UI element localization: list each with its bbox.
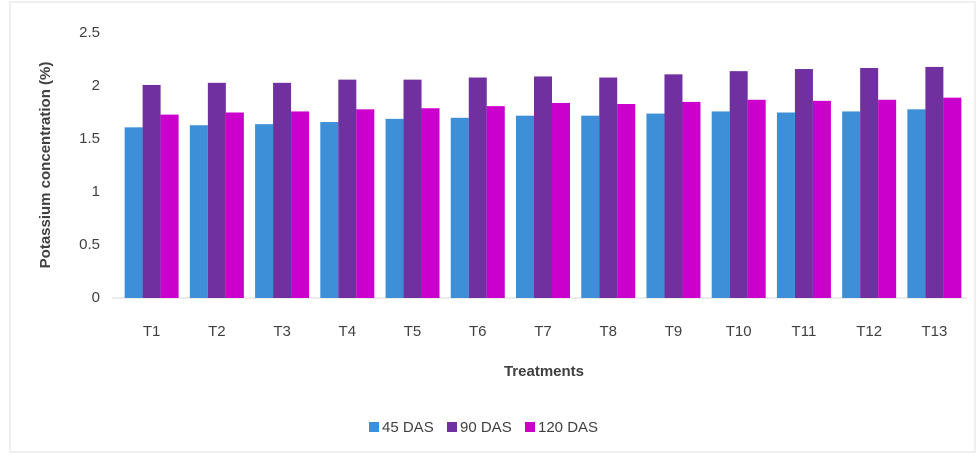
y-tick-label: 2.5 <box>79 24 100 41</box>
x-tick-label: T11 <box>792 323 817 340</box>
bar <box>729 71 748 298</box>
bar <box>925 66 944 298</box>
x-tick-label: T12 <box>856 323 882 340</box>
bar <box>207 82 226 298</box>
bar <box>124 127 143 298</box>
bar <box>273 82 292 298</box>
bar <box>421 108 440 298</box>
bar <box>255 124 274 298</box>
bar <box>599 77 618 299</box>
y-tick-label: 2 <box>92 77 100 94</box>
legend-swatch <box>369 422 379 432</box>
y-tick-label: 0 <box>92 289 100 306</box>
bar <box>664 74 683 298</box>
bar <box>450 117 469 298</box>
bar <box>842 111 861 298</box>
bar <box>812 100 831 298</box>
bar <box>617 104 636 299</box>
x-tick-label: T6 <box>469 323 487 340</box>
bar <box>320 122 339 298</box>
x-tick-label: T13 <box>921 323 947 340</box>
bar <box>776 112 795 298</box>
bar <box>160 114 179 299</box>
x-tick-label: T5 <box>404 323 422 340</box>
bar <box>646 113 665 298</box>
bar <box>943 97 962 298</box>
y-tick-label: 1.5 <box>79 130 100 147</box>
bar <box>291 111 310 298</box>
x-axis-title: Treatments <box>504 363 584 380</box>
legend-label: 120 DAS <box>538 419 598 436</box>
x-tick-label: T1 <box>143 323 161 340</box>
bar <box>794 69 813 298</box>
bar <box>711 111 730 298</box>
bar <box>907 109 926 298</box>
y-tick-label: 0.5 <box>79 236 100 253</box>
x-tick-label: T3 <box>273 323 291 340</box>
bar <box>486 106 505 298</box>
legend-swatch <box>447 422 457 432</box>
bar <box>225 112 244 298</box>
y-axis-title: Potassium concentration (%) <box>37 62 54 269</box>
bar <box>468 77 487 299</box>
bar <box>385 118 404 298</box>
x-tick-label: T10 <box>726 323 752 340</box>
bar <box>581 115 600 299</box>
bar <box>682 101 701 299</box>
legend-label: 90 DAS <box>460 419 512 436</box>
bar <box>516 115 534 299</box>
x-tick-label: T8 <box>599 323 617 340</box>
bar <box>338 79 357 298</box>
y-tick-label: 1 <box>92 183 100 200</box>
bar <box>878 99 897 298</box>
bar <box>142 84 161 298</box>
bar <box>860 67 879 298</box>
bar <box>552 102 570 299</box>
x-tick-label: T9 <box>665 323 683 340</box>
bar <box>747 99 766 298</box>
x-tick-label: T7 <box>534 323 552 340</box>
bar <box>189 125 208 298</box>
legend-label: 45 DAS <box>382 419 434 436</box>
x-tick-label: T2 <box>208 323 226 340</box>
bar <box>403 79 422 298</box>
bar <box>534 76 552 299</box>
legend-swatch <box>525 422 535 432</box>
x-tick-label: T4 <box>339 323 357 340</box>
bar <box>356 109 375 298</box>
